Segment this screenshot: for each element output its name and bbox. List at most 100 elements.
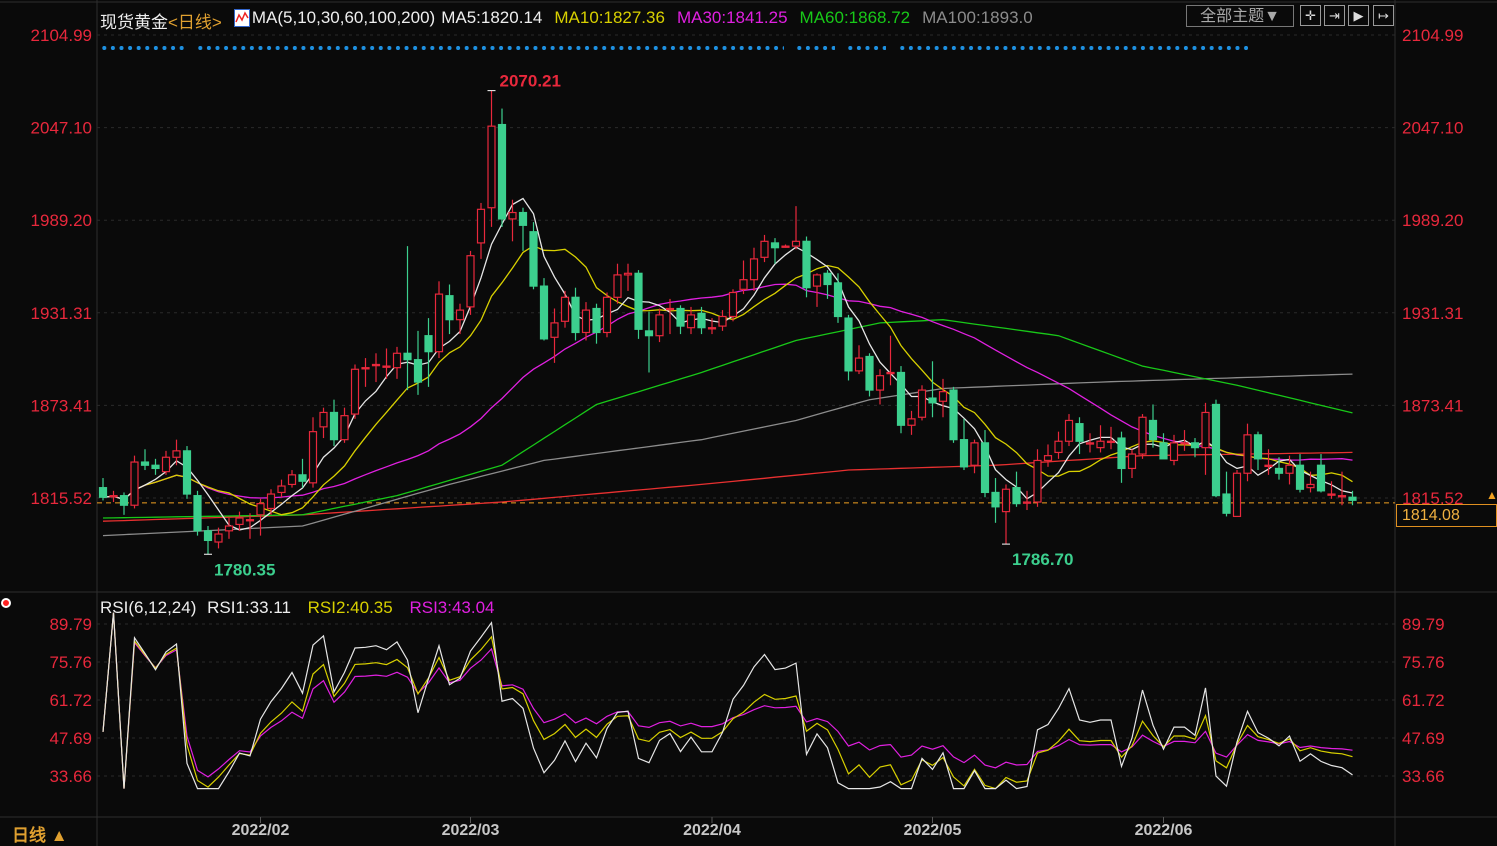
candle-body <box>403 352 412 361</box>
candle-body <box>886 371 895 375</box>
candle-body <box>392 352 402 369</box>
candle <box>1274 457 1284 480</box>
candle <box>529 222 538 290</box>
candle <box>970 439 979 474</box>
candle <box>1001 484 1011 545</box>
candle-body <box>1096 440 1105 449</box>
candle <box>980 430 990 498</box>
instrument-name: 现货黄金 <box>100 13 168 32</box>
candle-body <box>1001 488 1011 513</box>
time-tick-label: 2022/06 <box>1135 822 1193 839</box>
candle <box>1127 449 1137 479</box>
candle-body <box>1054 440 1063 454</box>
candle-body <box>361 367 370 370</box>
candle <box>329 399 339 447</box>
rsi-tick-left: 47.69 <box>49 729 92 748</box>
candle <box>1337 471 1347 506</box>
candle-body <box>623 272 633 276</box>
candle-body <box>1075 423 1084 442</box>
candle <box>1075 417 1084 455</box>
candle <box>991 478 1000 523</box>
rsi1-value: RSI1:33.11 <box>207 598 291 617</box>
candle <box>266 489 276 515</box>
candle <box>1085 433 1095 453</box>
candle <box>907 410 916 435</box>
rsi-tick-left: 33.66 <box>49 767 92 786</box>
candle-body <box>833 282 843 318</box>
price-tick-right: 1873.41 <box>1402 396 1463 415</box>
signal-dots <box>846 45 886 51</box>
candle-body <box>1043 455 1053 462</box>
candle-body <box>371 363 381 367</box>
candle-body <box>98 487 108 498</box>
candle-body <box>1253 434 1263 460</box>
candle-body <box>760 240 769 258</box>
zoom-out-icon[interactable]: ▶ <box>1348 5 1369 26</box>
rsi1-line <box>102 612 1353 790</box>
candle-body <box>476 208 486 244</box>
candle-body <box>1064 419 1074 442</box>
candle <box>245 513 255 539</box>
price-tick-right: 2047.10 <box>1402 119 1463 138</box>
candle <box>119 492 129 515</box>
rsi2-line <box>102 612 1353 790</box>
candle-body <box>1274 467 1284 474</box>
candle-body <box>487 125 496 209</box>
chart-type-icon[interactable] <box>233 9 250 27</box>
ma60-line <box>102 319 1353 519</box>
candle-body <box>1264 464 1273 468</box>
candle-body <box>445 295 454 321</box>
candle <box>382 348 391 379</box>
candle <box>1253 431 1263 471</box>
candle <box>560 290 570 328</box>
indicator-marker-icon[interactable] <box>1 598 11 608</box>
candle <box>1106 426 1116 450</box>
rsi-tick-right: 47.69 <box>1402 729 1445 748</box>
price-tick-left: 1815.52 <box>31 489 92 508</box>
period-tag: <日线> <box>168 13 222 32</box>
candle <box>172 439 181 466</box>
theme-dropdown[interactable]: 全部主题▼ <box>1186 5 1294 27</box>
signal-dots <box>196 45 784 51</box>
candle-body <box>266 493 276 510</box>
candle-body <box>245 519 255 522</box>
period-selector[interactable]: 日线 ▲ <box>12 826 68 845</box>
candle-body <box>907 418 916 426</box>
rsi-tick-left: 61.72 <box>49 691 92 710</box>
crosshair-icon[interactable]: ✛ <box>1300 5 1321 26</box>
candle <box>1232 470 1242 518</box>
candle-body <box>749 258 759 281</box>
candle <box>634 270 643 339</box>
ma30-value: MA30:1841.25 <box>676 8 788 27</box>
candle <box>277 479 286 498</box>
ma200-line <box>102 451 1353 522</box>
candle-body <box>1295 464 1305 490</box>
candle-body <box>413 359 423 383</box>
candle-body <box>203 530 213 542</box>
candle <box>1295 454 1305 493</box>
candle <box>865 353 874 397</box>
candle <box>193 490 202 536</box>
candle <box>896 366 906 434</box>
candle <box>203 526 213 555</box>
candle <box>1316 454 1326 493</box>
candle-body <box>676 307 685 327</box>
candle-body <box>770 242 780 249</box>
candle <box>592 303 601 344</box>
candle <box>497 108 507 227</box>
candle <box>319 407 328 439</box>
candle-body <box>718 315 727 327</box>
candle-body <box>529 231 538 287</box>
candle <box>644 311 654 373</box>
price-tick-left: 1989.20 <box>31 211 92 230</box>
candle-body <box>634 272 643 330</box>
zoom-in-icon[interactable]: ⇥ <box>1324 5 1345 26</box>
candle-body <box>1201 411 1210 449</box>
move-right-icon[interactable]: ↦ <box>1373 5 1394 26</box>
candle <box>707 318 717 335</box>
rsi-params: RSI(6,12,24) <box>100 598 197 617</box>
candle <box>791 206 801 250</box>
candle-body <box>875 375 885 391</box>
candle <box>455 303 465 335</box>
